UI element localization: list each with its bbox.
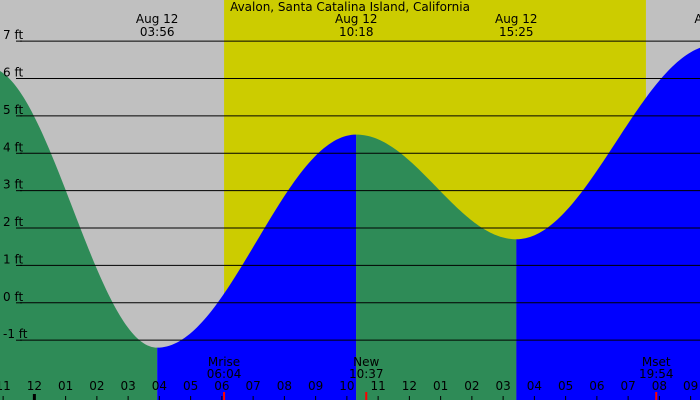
extreme-date-label: Aug 12 <box>136 12 179 26</box>
moon-event-name: New <box>353 355 379 369</box>
x-tick-label: 04 <box>152 379 167 393</box>
x-tick-label: 07 <box>620 379 635 393</box>
x-tick-label: 01 <box>58 379 73 393</box>
extreme-date-label: Aug 12 <box>694 12 700 26</box>
extreme-time-label: 10:18 <box>339 25 374 39</box>
x-tick-label: 09 <box>683 379 698 393</box>
x-tick-label: 02 <box>89 379 104 393</box>
x-tick-label: 12 <box>402 379 417 393</box>
x-tick-label: 09 <box>308 379 323 393</box>
extreme-time-label: 15:25 <box>499 25 534 39</box>
extreme-time-label: 03:56 <box>140 25 175 39</box>
y-tick-label: 2 ft <box>3 215 23 229</box>
y-tick-label: 5 ft <box>3 103 23 117</box>
x-tick-label: 05 <box>183 379 198 393</box>
chart-title: Avalon, Santa Catalina Island, Californi… <box>230 0 470 14</box>
x-tick-label: 03 <box>120 379 135 393</box>
y-tick-label: 3 ft <box>3 178 23 192</box>
x-tick-label: 08 <box>652 379 667 393</box>
y-tick-label: 1 ft <box>3 252 23 266</box>
x-tick-label: 12 <box>27 379 42 393</box>
y-tick-label: 7 ft <box>3 28 23 42</box>
x-tick-label: 03 <box>495 379 510 393</box>
y-tick-label: -1 ft <box>3 327 28 341</box>
moon-event-time: 19:54 <box>639 367 674 381</box>
x-tick-label: 11 <box>0 379 11 393</box>
moon-event-time: 10:37 <box>349 367 384 381</box>
extreme-date-label: Aug 12 <box>495 12 538 26</box>
extreme-date-label: Aug 12 <box>335 12 378 26</box>
moon-event-name: Mrise <box>208 355 240 369</box>
x-tick-label: 05 <box>558 379 573 393</box>
y-tick-label: 0 ft <box>3 290 23 304</box>
x-tick-label: 07 <box>245 379 260 393</box>
x-tick-label: 11 <box>370 379 385 393</box>
x-tick-label: 04 <box>527 379 542 393</box>
tide-falling-area <box>356 134 517 400</box>
x-tick-label: 01 <box>433 379 448 393</box>
x-tick-label: 02 <box>464 379 479 393</box>
y-tick-label: 4 ft <box>3 140 23 154</box>
moon-event-time: 06:04 <box>207 367 242 381</box>
tide-rising-area <box>516 47 700 400</box>
tide-rising-area <box>157 134 357 400</box>
x-tick-label: 06 <box>589 379 604 393</box>
x-tick-label: 08 <box>277 379 292 393</box>
x-tick-label: 10 <box>339 379 354 393</box>
moon-event-name: Mset <box>642 355 671 369</box>
x-tick-label: 06 <box>214 379 229 393</box>
y-tick-label: 6 ft <box>3 66 23 80</box>
